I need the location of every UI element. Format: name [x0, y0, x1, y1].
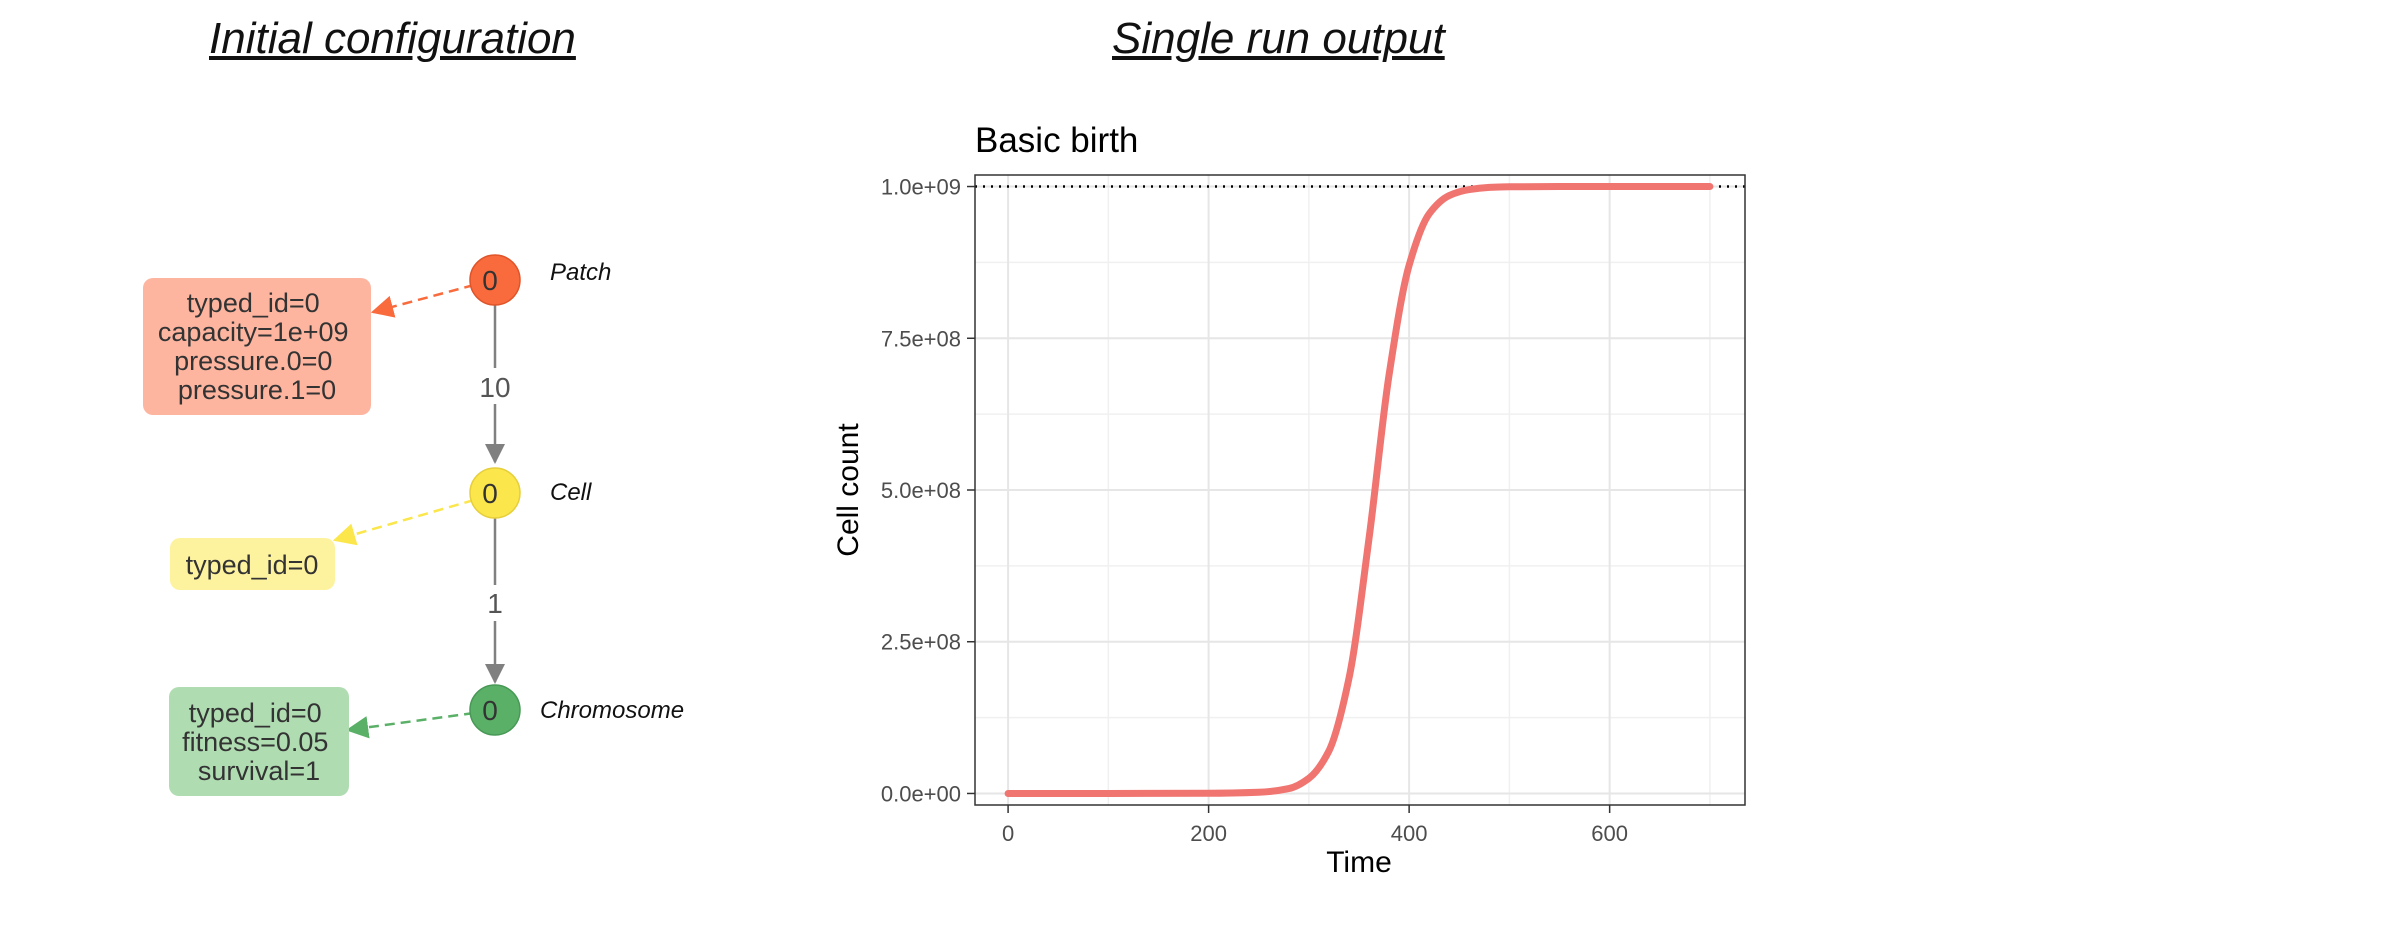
edge-label-patch-cell: 10 — [479, 372, 510, 403]
node-chromosome — [469, 684, 521, 736]
x-axis: 0 200 400 600 — [1002, 805, 1628, 846]
attr-cell-0: typed_id=0 — [186, 550, 319, 580]
y-tick-label: 2.5e+08 — [881, 630, 961, 655]
config-diagram: 10 1 0 Patch 0 Cell 0 Chromosome typed_i… — [143, 254, 684, 796]
grid-major — [975, 175, 1745, 805]
svg-text:typed_id=0 fitness=0.05: typed_id=0 fitness=0.05 survival=1 — [182, 698, 336, 786]
y-tick-label: 1.0e+09 — [881, 175, 961, 200]
left-panel-title: Initial configuration — [209, 14, 576, 63]
x-tick-label: 0 — [1002, 821, 1014, 846]
attr-link-patch — [370, 283, 475, 318]
edge-label-cell-chromosome: 1 — [487, 588, 503, 619]
series-line — [1004, 183, 1714, 798]
chart-title: Basic birth — [975, 121, 1138, 160]
attr-link-cell — [332, 498, 475, 546]
y-axis-title: Cell count — [832, 423, 865, 557]
right-panel-title: Single run output — [1112, 14, 1445, 63]
node-cell — [469, 467, 521, 519]
svg-text:typed_id=0 capacity=1e+0: typed_id=0 capacity=1e+09 pressure.0=0 p… — [158, 288, 356, 405]
x-tick-label: 200 — [1190, 821, 1227, 846]
x-tick-label: 600 — [1591, 821, 1628, 846]
node-patch-number: 0 — [482, 265, 498, 296]
node-patch — [469, 254, 521, 306]
attr-link-chromosome — [345, 711, 475, 739]
line-chart: Basic birth 0 200 400 600 0.0e+00 2.5e+08 5.0… — [832, 121, 1746, 879]
attr-chromosome-2: survival=1 — [198, 756, 320, 786]
y-tick-label: 5.0e+08 — [881, 478, 961, 503]
y-axis: 0.0e+00 2.5e+08 5.0e+08 7.5e+08 1.0e+09 — [881, 175, 975, 806]
node-cell-label: Cell — [550, 479, 592, 506]
attr-box-chromosome — [169, 687, 349, 796]
y-tick-label: 0.0e+00 — [881, 781, 961, 806]
attr-patch-0: typed_id=0 — [187, 288, 320, 318]
attr-box-patch — [143, 278, 371, 415]
x-axis-title: Time — [1326, 846, 1392, 879]
node-chromosome-number: 0 — [482, 695, 498, 726]
attr-chromosome-1: fitness=0.05 — [182, 727, 328, 757]
y-tick-label: 7.5e+08 — [881, 326, 961, 351]
node-patch-label: Patch — [550, 259, 611, 286]
x-tick-label: 400 — [1391, 821, 1428, 846]
attr-patch-2: pressure.0=0 — [174, 346, 332, 376]
node-cell-number: 0 — [482, 478, 498, 509]
node-chromosome-label: Chromosome — [540, 697, 684, 724]
attr-patch-1: capacity=1e+09 — [158, 317, 349, 347]
attr-box-cell — [170, 538, 335, 590]
attr-chromosome-0: typed_id=0 — [189, 698, 322, 728]
attr-patch-3: pressure.1=0 — [178, 375, 336, 405]
